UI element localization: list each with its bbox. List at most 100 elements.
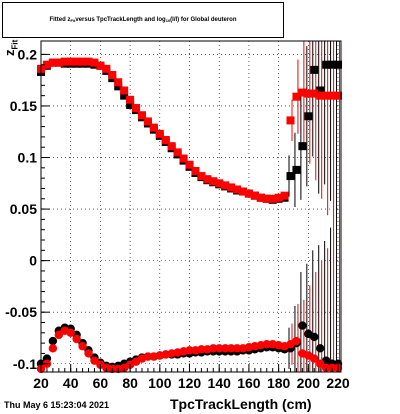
- data-point-circle: [232, 344, 242, 353]
- data-point-square: [179, 154, 188, 163]
- data-point-square: [102, 64, 111, 73]
- y-tick-label: 0.05: [10, 201, 37, 217]
- y-axis-label: zFit: [2, 40, 20, 56]
- data-point-square: [66, 57, 75, 66]
- data-point-square: [173, 148, 182, 157]
- data-point-square: [250, 191, 259, 200]
- data-point-square: [215, 179, 224, 188]
- data-point-circle: [310, 354, 319, 363]
- x-tick-label: 180: [267, 375, 291, 391]
- data-point-circle: [143, 352, 153, 361]
- data-point-square: [286, 172, 295, 181]
- data-point-square: [143, 117, 152, 126]
- data-point-circle: [185, 346, 194, 355]
- data-point-square: [322, 60, 331, 69]
- title-sub-10: 10: [165, 17, 171, 23]
- y-tick-label: 0.2: [18, 46, 38, 62]
- data-point-square: [114, 78, 123, 87]
- data-point-circle: [48, 336, 58, 346]
- y-tick-label: 0: [29, 253, 37, 269]
- data-point-circle: [215, 344, 224, 353]
- data-point-square: [72, 57, 81, 66]
- data-point-square: [328, 60, 337, 69]
- data-point-circle: [197, 345, 206, 354]
- data-point-square: [328, 91, 337, 100]
- x-tick-label: 120: [178, 375, 202, 391]
- data-point-square: [120, 86, 129, 95]
- data-point-square: [197, 172, 206, 181]
- data-point-square: [48, 58, 57, 67]
- x-axis-label: TpcTrackLength (cm): [170, 396, 312, 412]
- data-point-square: [292, 165, 301, 174]
- data-point-square: [78, 57, 87, 66]
- plot-frame: [40, 40, 342, 373]
- data-point-square: [233, 185, 242, 194]
- title-part-c: (I/I) for Global deuteron: [170, 17, 237, 23]
- data-point-circle: [220, 344, 230, 353]
- data-point-square: [137, 111, 146, 120]
- data-point-square: [203, 175, 212, 184]
- title-part-b: versus TpcTrackLength and log: [75, 17, 166, 23]
- data-point-square: [334, 91, 343, 100]
- y-tick-label: 0.1: [18, 150, 38, 166]
- data-point-square: [310, 65, 319, 74]
- data-point-circle: [78, 342, 87, 351]
- data-point-square: [155, 129, 164, 138]
- data-point-circle: [66, 328, 75, 338]
- data-point-square: [185, 160, 194, 169]
- plot-area: [41, 41, 341, 372]
- data-point-square: [161, 135, 170, 144]
- data-point-square: [108, 71, 117, 80]
- data-point-square: [96, 61, 105, 70]
- data-point-square: [114, 82, 123, 91]
- data-point-square: [191, 166, 200, 175]
- data-point-square: [334, 60, 343, 69]
- x-tick-label: 220: [326, 375, 350, 391]
- x-tick-label: 100: [148, 375, 172, 391]
- data-point-square: [221, 181, 230, 190]
- data-point-circle: [209, 344, 218, 353]
- data-point-circle: [84, 349, 93, 358]
- data-point-circle: [90, 356, 99, 365]
- x-tick-label: 200: [297, 375, 321, 391]
- data-point-circle: [298, 321, 307, 330]
- data-point-square: [54, 58, 63, 67]
- data-point-square: [167, 142, 176, 151]
- x-tick-label: 160: [237, 375, 261, 391]
- data-point-square: [132, 104, 141, 113]
- data-point-square: [304, 112, 313, 121]
- data-point-square: [298, 142, 307, 151]
- data-point-square: [280, 191, 289, 200]
- data-point-square: [238, 187, 247, 196]
- chart-title: Fitted z Fit versus TpcTrackLength and lo…: [2, 2, 284, 38]
- data-point-circle: [327, 363, 337, 373]
- data-point-circle: [321, 363, 331, 373]
- data-point-square: [84, 57, 93, 66]
- y-tick-label: -0.05: [5, 304, 37, 320]
- title-sub-fit: Fit: [70, 17, 76, 23]
- x-tick-label: 40: [63, 375, 79, 391]
- data-point-square: [256, 193, 265, 202]
- data-point-square: [126, 100, 135, 109]
- data-point-square: [292, 92, 301, 101]
- data-point-circle: [262, 339, 271, 349]
- data-point-circle: [292, 336, 301, 346]
- datestamp: Thu May 6 15:23:04 2021: [4, 400, 110, 410]
- x-tick-label: 60: [93, 375, 109, 391]
- y-axis-label-main: z: [2, 49, 17, 57]
- data-point-square: [262, 194, 271, 203]
- x-tick-label: 140: [208, 375, 232, 391]
- data-point-square: [90, 58, 99, 67]
- data-point-circle: [54, 330, 64, 340]
- y-tick-label: -0.1: [13, 356, 37, 372]
- data-point-square: [322, 91, 331, 100]
- x-tick-label: 80: [122, 375, 138, 391]
- data-point-square: [316, 91, 325, 100]
- data-point-square: [42, 60, 51, 69]
- data-point-square: [298, 88, 307, 97]
- y-tick-label: 0.15: [10, 98, 37, 114]
- data-point-circle: [316, 344, 325, 353]
- title-part-a: Fitted z: [49, 17, 71, 23]
- data-point-circle: [72, 334, 81, 344]
- data-point-square: [304, 89, 313, 98]
